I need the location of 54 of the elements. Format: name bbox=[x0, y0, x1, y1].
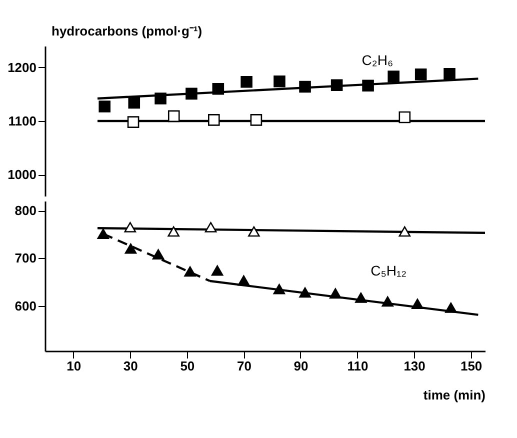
point bbox=[128, 96, 140, 109]
point bbox=[382, 296, 394, 307]
point bbox=[445, 302, 457, 313]
annotation: C₅H₁₂ bbox=[370, 262, 407, 278]
point bbox=[127, 116, 140, 128]
point bbox=[250, 114, 262, 126]
x-tick-label: 50 bbox=[180, 358, 195, 374]
x-axis-title: time (min) bbox=[423, 388, 486, 402]
point bbox=[168, 226, 180, 237]
point bbox=[204, 222, 217, 232]
point bbox=[248, 226, 260, 237]
point bbox=[274, 75, 286, 88]
point bbox=[444, 68, 456, 80]
y-tick-label: 1200 bbox=[8, 60, 36, 75]
y-tick-label: 600 bbox=[14, 298, 36, 314]
point bbox=[184, 266, 196, 277]
point bbox=[97, 228, 110, 240]
point bbox=[398, 226, 411, 237]
x-tick-label: 110 bbox=[347, 358, 368, 374]
point bbox=[186, 88, 198, 100]
point bbox=[154, 92, 166, 104]
point bbox=[124, 222, 136, 232]
x-tick-label: 30 bbox=[123, 358, 138, 374]
point bbox=[330, 288, 342, 299]
y-axis-title: hydrocarbons (pmol·g⁻¹) bbox=[52, 24, 202, 38]
x-tick-label: 90 bbox=[294, 358, 308, 374]
y-tick-label: 1000 bbox=[8, 167, 36, 182]
point bbox=[168, 110, 180, 122]
point bbox=[240, 76, 252, 88]
point bbox=[299, 287, 311, 298]
annotation: C₂H₆ bbox=[362, 52, 394, 68]
point bbox=[238, 275, 250, 286]
y-tick-label: 800 bbox=[14, 203, 36, 218]
x-tick-label: 150 bbox=[460, 358, 482, 374]
point bbox=[98, 100, 111, 112]
point bbox=[412, 298, 424, 310]
point bbox=[330, 79, 343, 91]
point bbox=[211, 265, 224, 276]
point bbox=[362, 80, 374, 92]
point bbox=[212, 82, 224, 95]
y-tick-label: 700 bbox=[14, 250, 36, 266]
x-tick-label: 70 bbox=[236, 358, 252, 374]
x-tick-label: 130 bbox=[404, 358, 426, 374]
point bbox=[414, 68, 427, 80]
point bbox=[398, 111, 411, 124]
y-tick-label: 1100 bbox=[8, 114, 36, 128]
point bbox=[273, 284, 286, 294]
point bbox=[299, 80, 311, 93]
point bbox=[124, 243, 137, 254]
point bbox=[208, 114, 220, 126]
point bbox=[355, 292, 367, 303]
point bbox=[388, 70, 400, 82]
x-tick-label: 10 bbox=[66, 358, 82, 374]
point bbox=[152, 249, 164, 260]
